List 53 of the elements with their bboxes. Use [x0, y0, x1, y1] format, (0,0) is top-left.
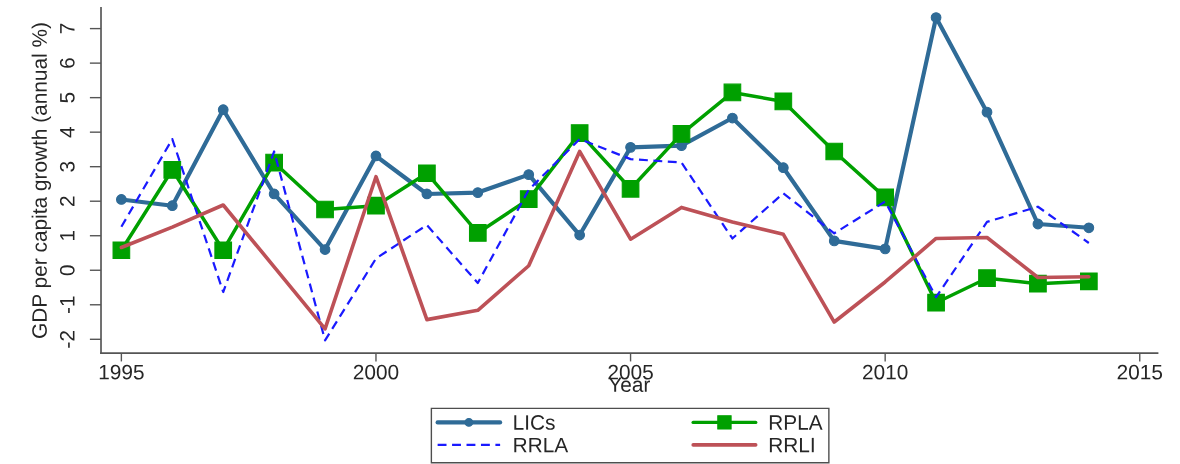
y-tick-label: 1	[60, 230, 75, 240]
point	[927, 293, 945, 312]
point	[217, 104, 229, 116]
point	[828, 235, 840, 247]
point	[570, 124, 589, 143]
point	[672, 125, 691, 143]
point	[523, 169, 535, 181]
point	[418, 164, 436, 183]
point	[472, 187, 484, 198]
point	[316, 200, 334, 219]
point	[574, 229, 586, 241]
y-tick-label: 6	[59, 58, 75, 68]
point	[370, 150, 382, 162]
legend-label: RRLA	[514, 437, 569, 453]
point	[621, 179, 640, 198]
y-tick-label: -1	[60, 296, 75, 314]
x-tick-label: 2015	[1117, 364, 1163, 380]
y-tick-label: 0	[59, 265, 75, 276]
y-axis-title: GDP per capita growth (annual %)	[31, 23, 52, 338]
point	[930, 12, 942, 23]
legend-label: RPLA	[769, 415, 823, 430]
y-tick-label: 2	[59, 196, 75, 206]
point	[319, 244, 331, 255]
y-tick-label: 3	[59, 161, 75, 172]
x-tick-label: 2000	[353, 364, 399, 380]
legend-label: LICs	[514, 415, 555, 430]
point	[981, 106, 993, 118]
y-tick-label: 7	[60, 23, 75, 34]
y-tick-label: 4	[60, 126, 75, 138]
x-tick-label: 2010	[863, 364, 908, 380]
legend-label: RRLI	[769, 437, 814, 453]
point	[214, 241, 233, 260]
y-tick-label: -2	[59, 331, 75, 348]
point	[774, 92, 793, 111]
point	[421, 188, 433, 200]
point	[825, 142, 844, 161]
y-tick-label: 5	[60, 92, 75, 103]
point	[723, 83, 742, 102]
point	[1032, 218, 1044, 230]
point	[519, 190, 538, 208]
point	[777, 162, 789, 174]
point	[625, 141, 636, 153]
point	[468, 224, 487, 242]
point	[163, 160, 182, 179]
point	[1083, 222, 1095, 234]
point	[166, 200, 178, 212]
point	[727, 112, 738, 124]
point	[876, 188, 895, 207]
point	[115, 194, 127, 205]
x-tick-label: 1995	[99, 364, 144, 380]
point	[978, 269, 996, 288]
point	[879, 243, 891, 255]
point	[268, 188, 280, 200]
